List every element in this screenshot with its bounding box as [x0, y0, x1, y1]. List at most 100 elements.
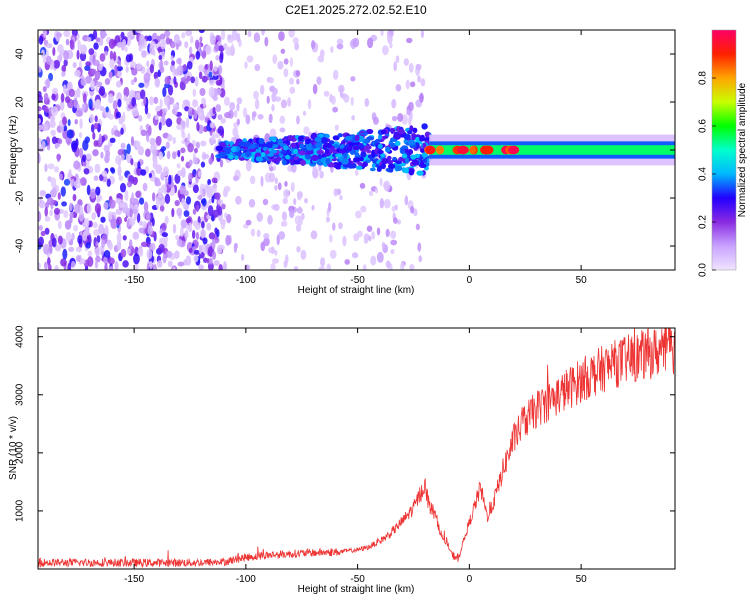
spectrogram-cell — [65, 89, 71, 97]
spectrogram-cell — [59, 100, 65, 111]
spectrogram-cell — [162, 87, 167, 98]
spectrogram-cell — [383, 180, 391, 192]
spectrogram-cell — [416, 170, 424, 176]
spectrogram-cell — [83, 168, 90, 175]
spectrogram-cell — [242, 107, 248, 118]
spectrogram-cell — [54, 166, 60, 173]
spectrogram-cell — [389, 142, 397, 148]
spectrogram-cell — [136, 212, 141, 224]
spectrogram-cell — [122, 111, 126, 123]
spectrogram-cell — [311, 204, 315, 211]
spectrogram-cell — [88, 220, 93, 228]
spectrogram-cell — [124, 46, 128, 53]
spectrogram-peak — [425, 145, 436, 155]
spectrogram-cell — [420, 148, 426, 153]
spectrogram-cell — [180, 219, 187, 229]
spectrogram-cell — [197, 170, 202, 178]
spectrogram-cell — [421, 152, 429, 158]
spectrogram-cell — [267, 214, 273, 225]
spectrogram-cell — [109, 50, 114, 61]
spectrogram-cell — [70, 140, 78, 151]
spectrogram-cell — [108, 71, 113, 78]
spectrogram-cell — [304, 154, 312, 160]
spectrogram-cell — [281, 221, 285, 227]
spectrogram-cell — [118, 175, 124, 182]
spectrogram-cell — [256, 229, 261, 238]
spectrogram-cell — [94, 203, 102, 214]
spectrogram-cell — [62, 84, 67, 94]
spectrogram-cell — [175, 234, 180, 241]
spectrogram-cell — [391, 98, 397, 109]
spectrogram-cell — [94, 70, 101, 81]
spectrogram-cell — [186, 60, 193, 70]
y-tick-label: 2000 — [15, 441, 26, 464]
spectrogram-cell — [362, 161, 369, 167]
spectrogram-cell — [92, 101, 98, 110]
spectrogram-cell — [233, 242, 238, 253]
spectrogram-cell — [292, 37, 299, 45]
spectrogram-cell — [232, 127, 239, 137]
spectrogram-cell — [57, 153, 61, 163]
spectrogram-cell — [164, 177, 168, 186]
spectrogram-cell — [50, 115, 56, 122]
spectrogram-cell — [375, 138, 381, 143]
spectrogram-cell — [108, 113, 115, 120]
spectrogram-cell — [364, 98, 370, 107]
snr-panel: -150 -100 -50 0 50 1000 2000 3000 4000 Height o… — [8, 325, 676, 595]
spectrogram-cell — [83, 217, 90, 228]
spectrogram-cell — [212, 74, 219, 80]
spectrogram-cell — [411, 159, 420, 166]
spectrogram-cell — [382, 135, 389, 139]
spectrogram-cell — [90, 79, 95, 91]
spectrogram-cell — [244, 61, 248, 69]
spectrogram-cell — [226, 213, 232, 224]
spectrogram-cell — [304, 198, 308, 204]
spectrogram-cell — [390, 248, 395, 255]
spectrogram-cell — [351, 115, 356, 121]
spectrogram-cell — [195, 50, 201, 60]
spectrogram-cell — [140, 241, 148, 248]
spectrogram-cell — [89, 113, 94, 123]
spectrogram-cell — [216, 244, 223, 255]
spectrogram-cell — [355, 165, 363, 170]
spectrogram-cell — [212, 106, 216, 115]
spectrogram-cell — [174, 250, 180, 260]
spectrogram-cell — [283, 145, 289, 151]
spectrogram-cell — [110, 167, 116, 174]
spectrogram-cell — [135, 140, 141, 149]
spectrogram-cell — [171, 60, 175, 66]
spectrogram-cell — [251, 150, 256, 157]
spectrogram-cell — [231, 145, 237, 153]
spectrogram-cell — [105, 150, 111, 158]
spectrogram-cell — [162, 166, 169, 177]
spectrogram-cell — [385, 260, 391, 269]
spectrogram-cell — [296, 78, 300, 85]
spectrogram-cell — [214, 192, 221, 200]
x-tick-label: 0 — [467, 574, 473, 585]
spectrogram-cell — [185, 196, 192, 205]
spectrogram-cell — [224, 149, 231, 155]
spectrogram-cell — [381, 158, 390, 165]
spectrogram-cell — [319, 170, 325, 178]
spectrogram-cell — [68, 88, 75, 98]
spectrogram-cell — [156, 110, 163, 117]
spectrogram-cell — [92, 221, 98, 229]
spectrogram-cell — [57, 235, 63, 245]
spectrogram-cell — [43, 92, 49, 102]
spectrogram-cell — [164, 30, 171, 38]
spectrogram-cell — [172, 223, 177, 234]
spectrogram-cell — [220, 30, 226, 40]
spectrogram-cell — [401, 114, 408, 125]
spectrogram-cell — [84, 136, 91, 144]
spectrogram-cell — [137, 145, 145, 156]
spectrogram-cell — [44, 163, 48, 173]
spectrogram-cell — [419, 161, 425, 167]
spectrogram-cell — [119, 202, 125, 209]
spectrogram-cell — [378, 134, 383, 140]
spectrogram-cell — [261, 30, 266, 36]
spectrogram-cell — [61, 71, 66, 78]
spectrogram-cell — [132, 231, 140, 240]
spectrogram-cell — [60, 258, 67, 267]
spectrogram-cell — [314, 136, 322, 143]
spectrogram-cell — [208, 157, 213, 165]
